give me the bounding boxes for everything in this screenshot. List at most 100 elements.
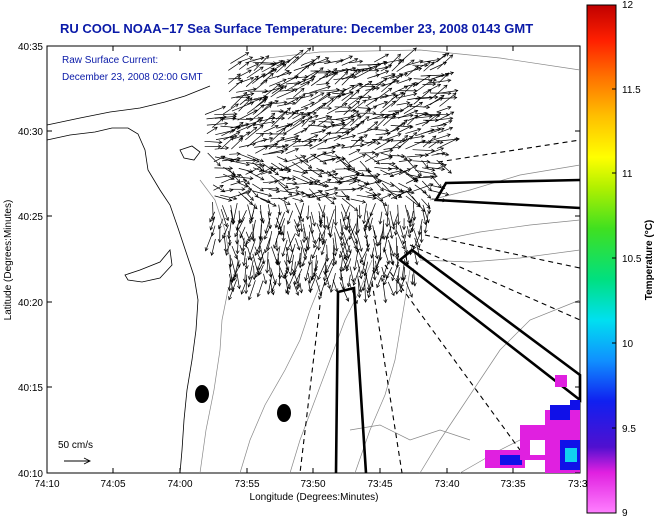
current-vector (428, 202, 430, 214)
current-vector (415, 61, 431, 71)
current-vector (325, 181, 342, 184)
current-vector (413, 176, 434, 179)
current-vector-head (334, 288, 339, 293)
current-vector (247, 98, 262, 105)
current-vector (365, 98, 378, 107)
current-vector-head (342, 267, 346, 272)
current-vector (381, 266, 386, 278)
current-vector-head (225, 217, 230, 222)
current-vector-head (344, 71, 349, 76)
current-vector (423, 128, 441, 134)
current-vector (325, 69, 349, 73)
current-vector (389, 122, 406, 133)
current-vector (365, 87, 380, 91)
current-vector (399, 224, 405, 239)
current-vector-head (377, 179, 383, 184)
current-vector-head (386, 260, 391, 265)
current-vector-head (447, 78, 452, 83)
current-vector (284, 260, 289, 271)
current-vector-head (280, 85, 285, 89)
current-vector-head (443, 84, 448, 89)
current-vector-head (281, 116, 286, 121)
current-vector-head (265, 269, 270, 274)
current-vector-head (426, 205, 431, 210)
current-vector-head (313, 244, 317, 249)
colorbar-tick-label: 11.5 (622, 85, 641, 96)
current-vector (335, 55, 353, 64)
current-vector (374, 156, 393, 163)
current-vector-head (263, 235, 268, 240)
current-vector (374, 257, 381, 272)
current-vector-head (403, 119, 408, 124)
current-vector-head (284, 147, 289, 152)
current-vector-head (300, 120, 306, 125)
current-vector (349, 223, 357, 240)
current-vector-head (285, 70, 290, 74)
current-vector (267, 274, 273, 295)
current-vector-head (277, 211, 282, 216)
current-vector-head (300, 218, 304, 223)
current-vector (407, 209, 412, 224)
current-vector (356, 246, 365, 266)
current-vector (254, 79, 268, 91)
x-tick-label: 74:00 (167, 479, 192, 490)
current-vector-head (391, 276, 396, 282)
current-vector (437, 120, 453, 127)
current-vector-head (258, 168, 264, 172)
current-vector-head (278, 231, 283, 236)
current-vector (365, 232, 369, 248)
current-vector-head (345, 267, 350, 272)
current-vector (301, 190, 311, 198)
current-vector-head (358, 135, 363, 140)
current-vector-head (241, 247, 246, 252)
current-vector-head (219, 117, 224, 122)
current-vector-head (354, 207, 359, 212)
current-vector (412, 75, 431, 88)
current-vector-head (352, 187, 357, 192)
current-vector (310, 266, 318, 281)
current-vector-head (255, 63, 260, 67)
current-vector (375, 115, 389, 129)
current-vector (271, 279, 277, 293)
current-vector (388, 53, 401, 67)
current-vector-head (283, 196, 288, 201)
current-vector-head (365, 243, 370, 248)
current-vector (413, 183, 434, 192)
current-vector (264, 237, 271, 253)
current-vector-head (249, 176, 254, 181)
current-vector-head (355, 172, 360, 177)
current-vector (316, 192, 338, 199)
current-vector (220, 136, 234, 150)
current-vector (389, 73, 403, 86)
current-vector (246, 133, 264, 148)
current-vector (358, 85, 376, 101)
current-vector (431, 152, 446, 156)
current-vector (302, 244, 309, 267)
current-vector-head (346, 163, 351, 168)
current-vector-head (308, 115, 313, 120)
current-vector (269, 60, 285, 65)
current-vector-head (325, 192, 330, 196)
current-vector (297, 209, 303, 227)
current-vector-head (239, 121, 244, 126)
current-vector (255, 261, 264, 278)
current-vector-head (312, 222, 316, 227)
current-vector-head (432, 77, 437, 82)
current-vector-head (210, 232, 215, 237)
current-vector-head (401, 92, 406, 97)
current-vector (343, 245, 351, 259)
current-vector (285, 273, 295, 294)
current-vector (367, 193, 381, 197)
current-vector-head (328, 116, 333, 120)
current-vector-head (276, 83, 281, 88)
y-tick-label: 40:35 (18, 42, 43, 53)
current-vector (294, 202, 304, 222)
current-vector (368, 280, 373, 298)
current-vector (348, 95, 363, 106)
current-vector-head (308, 143, 313, 148)
current-vector-head (402, 226, 407, 231)
current-vector (239, 96, 250, 105)
current-vector-head (229, 166, 234, 171)
current-vector (437, 90, 458, 94)
current-vector-head (404, 85, 409, 90)
